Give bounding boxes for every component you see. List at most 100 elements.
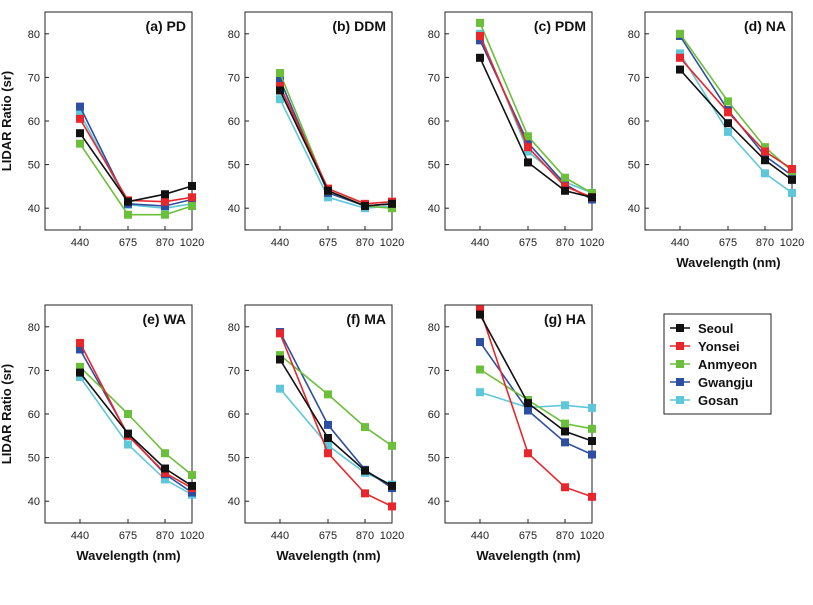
data-point-yonsei (788, 164, 796, 173)
series-line-yonsei (79, 118, 193, 203)
data-point-seoul (676, 65, 684, 74)
data-point-anmyeon (161, 210, 169, 219)
data-point-gwangju (188, 488, 196, 497)
series-line-seoul (479, 57, 593, 199)
legend-label-seoul: Seoul (698, 321, 733, 336)
series-line-yonsei (279, 333, 393, 508)
data-point-gwangju (324, 420, 332, 429)
data-point-seoul (124, 429, 132, 438)
x-tick-label: 675 (319, 530, 337, 542)
x-tick-label: 675 (519, 530, 537, 542)
x-tick-label: 870 (756, 237, 774, 249)
panels-layer: (a) PD 80 70 60 50 40 440 675 870 1020 LIDAR Ratio… (0, 11, 804, 563)
data-point-yonsei (161, 468, 169, 477)
data-point-yonsei (561, 182, 569, 191)
panel-3: (d) NA 80 70 60 50 40 440 675 870 1020Wavelength … (628, 11, 804, 270)
data-point-seoul (588, 193, 596, 202)
legend-marker-gosan (676, 396, 684, 404)
series-line-gwangju (79, 106, 193, 207)
legend-label-anmyeon: Anmyeon (698, 357, 757, 372)
x-tick-label: 440 (471, 530, 489, 542)
data-point-seoul (76, 368, 84, 377)
data-point-gwangju (76, 345, 84, 354)
x-tick-label: 870 (156, 530, 174, 542)
series-line-seoul (79, 372, 193, 487)
y-tick-label: 70 (428, 72, 440, 84)
x-axis-label: Wavelength (nm) (276, 548, 380, 563)
data-point-yonsei (324, 449, 332, 458)
data-point-gwangju (476, 338, 484, 347)
series-line-anmyeon (479, 22, 593, 194)
data-point-gosan (561, 401, 569, 410)
x-tick-label: 1020 (180, 237, 204, 249)
data-point-gosan (76, 372, 84, 381)
data-point-seoul (561, 186, 569, 195)
data-point-gwangju (761, 151, 769, 160)
data-point-gwangju (161, 202, 169, 211)
data-point-gwangju (476, 36, 484, 45)
y-tick-label: 60 (28, 409, 40, 421)
y-tick-label: 40 (228, 496, 240, 508)
panel-frame (44, 304, 193, 524)
data-point-anmyeon (588, 188, 596, 197)
y-tick-label: 70 (28, 72, 40, 84)
x-axis-label: Wavelength (nm) (476, 548, 580, 563)
x-tick-label: 675 (119, 237, 137, 249)
data-point-anmyeon (76, 139, 84, 148)
data-point-gosan (324, 441, 332, 450)
data-point-gwangju (276, 75, 284, 84)
y-tick-label: 70 (228, 365, 240, 377)
y-tick-label: 80 (428, 322, 440, 334)
data-point-seoul (476, 310, 484, 319)
data-point-gosan (761, 169, 769, 178)
y-tick-label: 50 (228, 160, 240, 172)
x-tick-label: 440 (271, 530, 289, 542)
y-tick-label: 60 (428, 116, 440, 128)
y-tick-label: 50 (228, 453, 240, 465)
series-line-yonsei (479, 35, 593, 199)
legend-label-gosan: Gosan (698, 393, 739, 408)
y-tick-label: 80 (28, 322, 40, 334)
y-tick-label: 80 (228, 29, 240, 41)
y-axis-label: LIDAR Ratio (sr) (0, 364, 14, 464)
data-point-seoul (276, 86, 284, 95)
x-tick-label: 675 (319, 237, 337, 249)
x-axis-label: Wavelength (nm) (676, 255, 780, 270)
data-point-anmyeon (324, 390, 332, 399)
data-point-gosan (524, 147, 532, 156)
data-point-gosan (161, 475, 169, 484)
data-point-yonsei (76, 114, 84, 123)
panel-6: (g) HA 80 70 60 50 40 440 675 870 1020Wavelength … (428, 304, 604, 563)
series-line-seoul (479, 314, 593, 442)
series-line-gwangju (479, 341, 593, 456)
data-point-yonsei (524, 143, 532, 152)
data-point-gwangju (788, 171, 796, 180)
data-point-yonsei (676, 53, 684, 62)
data-point-seoul (124, 197, 132, 206)
data-point-seoul (276, 355, 284, 364)
panel-frame (244, 11, 393, 231)
y-tick-label: 50 (428, 160, 440, 172)
x-tick-label: 870 (556, 530, 574, 542)
data-point-seoul (188, 181, 196, 190)
data-point-yonsei (76, 338, 84, 347)
x-tick-label: 675 (719, 237, 737, 249)
data-point-anmyeon (561, 419, 569, 428)
series-line-anmyeon (479, 368, 593, 430)
data-point-gosan (588, 403, 596, 412)
data-point-anmyeon (676, 29, 684, 38)
series-line-seoul (79, 132, 193, 203)
data-point-gosan (276, 384, 284, 393)
data-point-anmyeon (161, 449, 169, 458)
legend-marker-anmyeon (676, 360, 684, 368)
y-tick-label: 70 (228, 72, 240, 84)
series-line-gosan (79, 376, 193, 496)
panel-title: (a) PD (146, 18, 186, 34)
legend-marker-gwangju (676, 378, 684, 386)
data-point-gosan (276, 95, 284, 104)
data-point-seoul (361, 466, 369, 475)
data-point-gosan (324, 193, 332, 202)
x-tick-label: 440 (71, 237, 89, 249)
data-point-seoul (161, 190, 169, 199)
